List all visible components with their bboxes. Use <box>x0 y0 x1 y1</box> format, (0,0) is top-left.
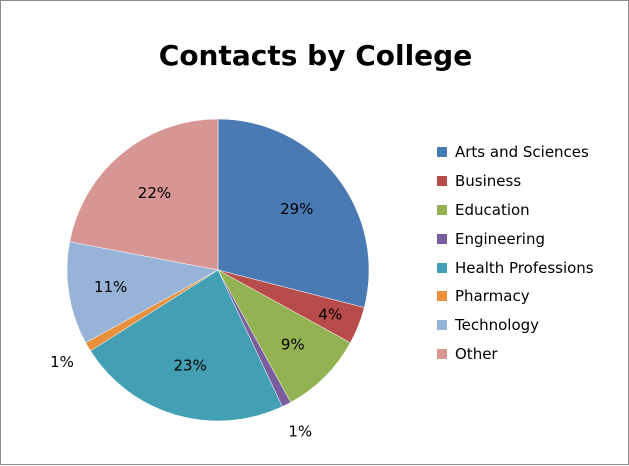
data-label: 4% <box>318 305 342 323</box>
legend: Arts and Sciences Business Education Eng… <box>437 138 627 368</box>
legend-item-education: Education <box>437 196 627 225</box>
legend-swatch <box>437 233 447 244</box>
legend-swatch <box>437 262 447 273</box>
legend-swatch <box>437 176 447 187</box>
legend-item-health-professions: Health Professions <box>437 253 627 282</box>
legend-label: Technology <box>455 316 540 335</box>
pie-slice-arts-and-sciences <box>217 118 370 308</box>
legend-swatch <box>437 147 447 158</box>
data-label: 1% <box>50 353 74 371</box>
legend-item-pharmacy: Pharmacy <box>437 282 627 311</box>
pie-slice-health-professions <box>90 269 283 422</box>
legend-swatch <box>437 291 447 302</box>
legend-item-engineering: Engineering <box>437 224 627 253</box>
pie-slice-technology <box>66 241 219 344</box>
pie-slice-education <box>217 269 351 403</box>
legend-swatch <box>437 204 447 215</box>
data-label: 22% <box>138 184 171 202</box>
legend-item-technology: Technology <box>437 311 627 340</box>
legend-item-business: Business <box>437 167 627 196</box>
data-label: 1% <box>288 422 312 440</box>
data-label: 11% <box>94 278 127 296</box>
legend-label: Arts and Sciences <box>455 143 589 162</box>
legend-swatch <box>437 348 447 359</box>
legend-label: Engineering <box>455 229 545 248</box>
legend-label: Education <box>455 200 530 219</box>
legend-swatch <box>437 320 447 331</box>
legend-item-other: Other <box>437 340 627 369</box>
data-label: 29% <box>280 200 313 218</box>
legend-item-arts-and-sciences: Arts and Sciences <box>437 138 627 167</box>
data-label: 9% <box>281 336 305 354</box>
legend-label: Pharmacy <box>455 287 530 306</box>
legend-label: Business <box>455 172 522 191</box>
pie-slice-other <box>69 118 219 271</box>
legend-label: Other <box>455 344 498 363</box>
chart-title: Contacts by College <box>158 39 473 72</box>
legend-label: Health Professions <box>455 258 594 277</box>
data-label: 23% <box>174 357 207 375</box>
